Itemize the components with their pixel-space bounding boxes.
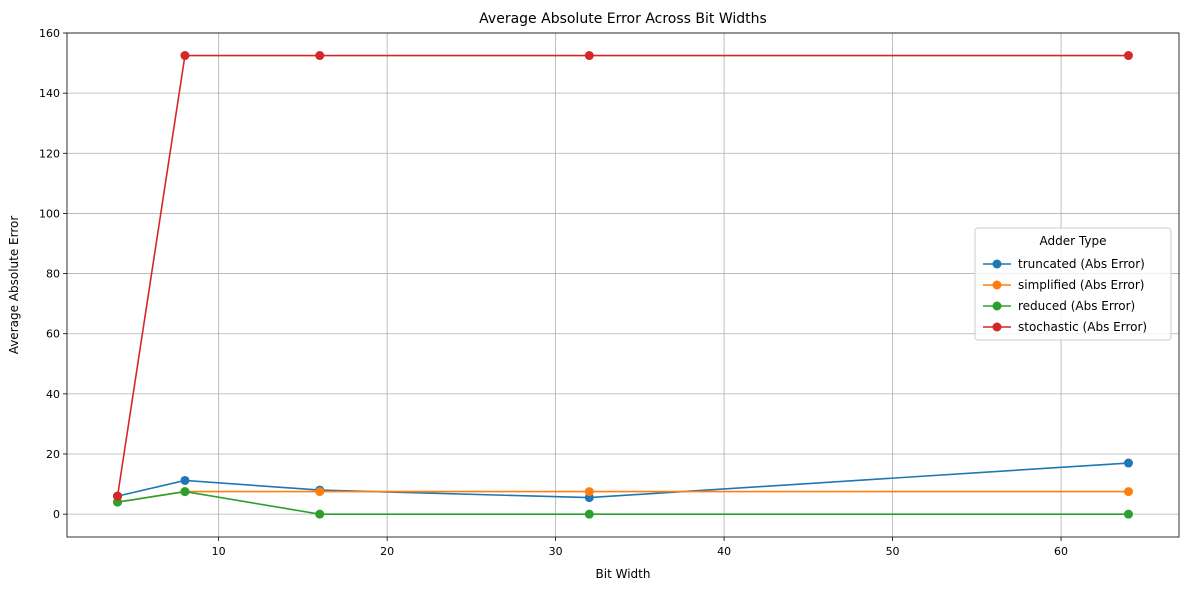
y-axis-label: Average Absolute Error	[7, 216, 21, 355]
x-tick-label: 60	[1054, 545, 1068, 558]
data-point	[113, 491, 123, 501]
legend-title: Adder Type	[1040, 234, 1107, 248]
y-tick-label: 80	[46, 268, 60, 281]
x-tick-label: 50	[886, 545, 900, 558]
legend-box	[974, 227, 1172, 341]
legend-entry: stochastic (Abs Error)	[983, 320, 1147, 334]
y-tick-label: 100	[39, 207, 60, 220]
ticks: 10 20 30 40 50 60 0 20 40 60 80 100 120 140 160	[39, 27, 1068, 558]
data-point	[315, 51, 325, 61]
chart-title: Average Absolute Error Across Bit Widths	[479, 11, 767, 27]
legend-label: stochastic (Abs Error)	[1018, 320, 1147, 334]
data-point	[584, 487, 594, 497]
data-point	[180, 51, 190, 61]
legend-entry: truncated (Abs Error)	[983, 257, 1145, 271]
data-point	[315, 509, 325, 519]
data-point	[584, 51, 594, 61]
x-tick-label: 40	[717, 545, 731, 558]
data-point	[180, 475, 190, 485]
data-point	[1123, 458, 1133, 468]
legend-marker	[992, 301, 1002, 311]
plot-frame	[66, 32, 1180, 538]
y-tick-label: 120	[39, 147, 60, 160]
x-tick-label: 20	[380, 545, 394, 558]
x-tick-label: 10	[212, 545, 226, 558]
y-tick-label: 140	[39, 87, 60, 100]
legend-label: simplified (Abs Error)	[1018, 278, 1144, 292]
x-tick-label: 30	[549, 545, 563, 558]
data-point	[1123, 509, 1133, 519]
data-point	[315, 487, 325, 497]
legend-marker	[992, 280, 1002, 290]
data-point	[1123, 51, 1133, 61]
y-tick-label: 160	[39, 27, 60, 40]
legend-items: truncated (Abs Error) simplified (Abs Err…	[983, 257, 1147, 334]
series-layer	[113, 51, 1133, 519]
legend-label: reduced (Abs Error)	[1018, 299, 1135, 313]
x-axis-label: Bit Width	[596, 567, 651, 581]
data-point	[584, 509, 594, 519]
legend-marker	[992, 322, 1002, 332]
legend: Adder Type truncated (Abs Error) simplifi…	[974, 227, 1172, 341]
legend-label: truncated (Abs Error)	[1018, 257, 1145, 271]
y-tick-label: 40	[46, 388, 60, 401]
legend-entry: simplified (Abs Error)	[983, 278, 1144, 292]
data-point	[180, 487, 190, 497]
legend-marker	[992, 259, 1002, 269]
series-stochastic	[113, 51, 1133, 501]
series-reduced	[113, 487, 1133, 519]
y-tick-label: 20	[46, 448, 60, 461]
data-point	[1123, 487, 1133, 497]
y-tick-label: 60	[46, 328, 60, 341]
legend-entry: reduced (Abs Error)	[983, 299, 1135, 313]
y-tick-label: 0	[53, 508, 60, 521]
